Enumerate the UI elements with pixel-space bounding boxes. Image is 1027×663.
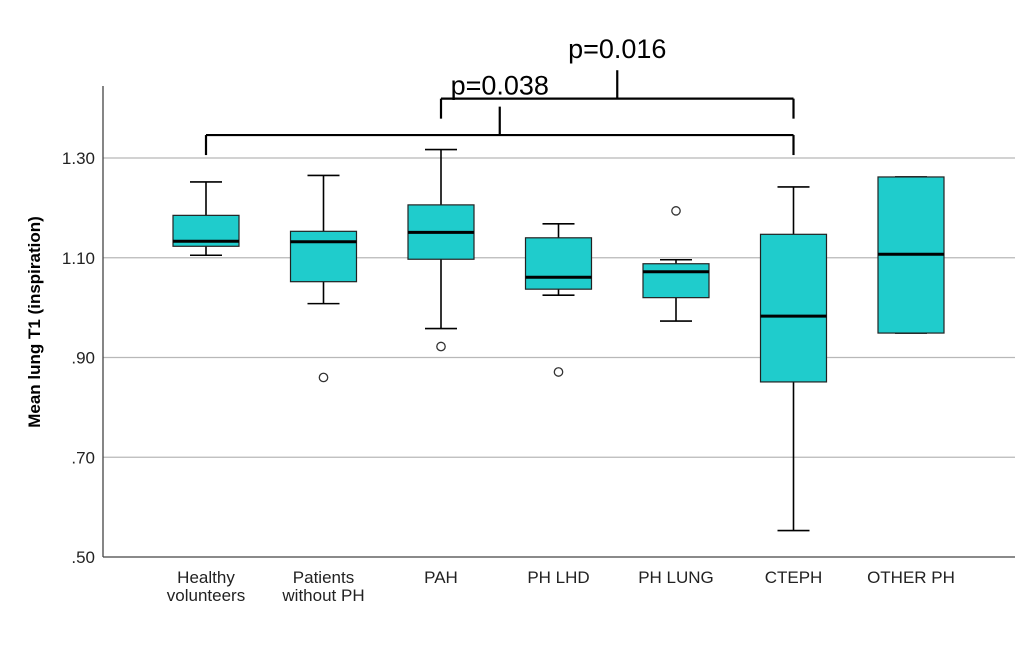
outlier-point [318, 372, 329, 383]
x-tick-label: PAH [424, 568, 458, 587]
x-tick-label: volunteers [167, 586, 245, 605]
x-tick-label: PH LHD [527, 568, 589, 587]
box-iqr [642, 263, 710, 299]
outlier-point [436, 341, 446, 352]
x-tick-label: without PH [281, 586, 364, 605]
y-tick-label: 1.10 [62, 249, 95, 268]
outlier-point [553, 367, 564, 377]
x-tick-label: CTEPH [765, 568, 823, 587]
box-iqr [524, 237, 593, 290]
box-iqr [289, 230, 358, 283]
p-value-label: p=0.016 [568, 34, 666, 64]
x-tick-label: OTHER PH [867, 568, 955, 587]
box-iqr [759, 233, 828, 383]
y-tick-label: .70 [71, 448, 95, 467]
x-tick-label: PH LUNG [638, 568, 714, 587]
x-tick-label: Patients [293, 568, 354, 587]
y-tick-label: 1.30 [62, 149, 95, 168]
outlier-point [671, 206, 681, 216]
p-value-label: p=0.038 [451, 71, 549, 101]
y-axis-label: Mean lung T1 (inspiration) [25, 216, 44, 428]
x-tick-label: Healthy [177, 568, 235, 587]
y-tick-label: .50 [71, 548, 95, 567]
y-tick-label: .90 [71, 349, 95, 368]
